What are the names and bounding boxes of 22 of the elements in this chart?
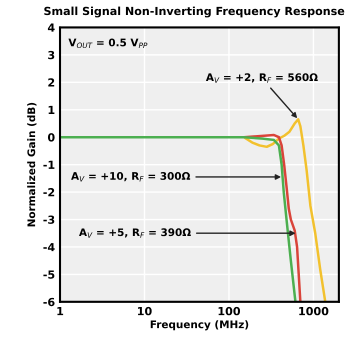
x-tick-label: 1000 xyxy=(299,306,328,316)
annotation: A$_{V}$ = +5, R$_{F}$ = 390Ω xyxy=(79,228,191,238)
annotation: V$_{OUT}$ = 0.5 V$_{PP}$ xyxy=(68,38,148,48)
x-tick-label: 1 xyxy=(57,307,64,316)
y-tick-label: -6 xyxy=(43,298,55,306)
y-tick-label: -4 xyxy=(43,243,55,252)
y-tick-label: -5 xyxy=(43,270,54,279)
y-tick-label: 0 xyxy=(48,133,55,142)
y-tick-label: 1 xyxy=(48,106,54,114)
x-tick-label: 100 xyxy=(218,306,240,316)
x-axis-title: Frequency (MHz) xyxy=(150,320,248,330)
y-tick-label: -3 xyxy=(43,215,54,224)
y-tick-label: 3 xyxy=(48,50,54,60)
chart-title: Small Signal Non-Inverting Frequency Response xyxy=(44,6,344,18)
x-tick-label: 10 xyxy=(138,306,152,316)
y-tick-label: -2 xyxy=(43,188,54,196)
y-axis-title: Normalized Gain (dB) xyxy=(27,102,36,226)
annotation: A$_{V}$ = +10, R$_{F}$ = 300Ω xyxy=(71,172,190,182)
y-tick-label: 2 xyxy=(48,78,54,87)
y-tick-label: 4 xyxy=(48,24,55,32)
annotation: A$_{V}$ = +2, R$_{F}$ = 560Ω xyxy=(206,73,318,83)
y-tick-label: -1 xyxy=(43,160,54,169)
